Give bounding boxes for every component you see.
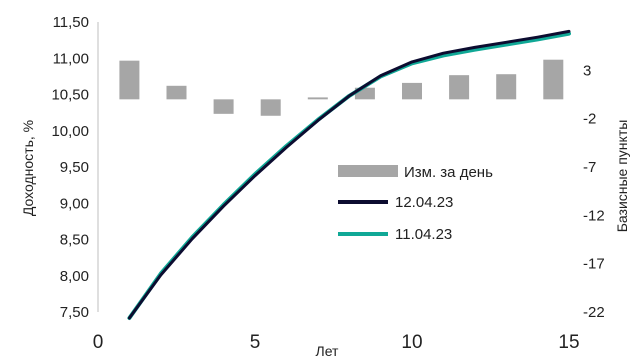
y2-tick-labels: 3 -2 -7 -12 -17 -22: [583, 62, 605, 321]
bar-9: [496, 74, 517, 100]
x-axis-label: Лет: [316, 343, 340, 358]
bar-6: [354, 87, 375, 100]
legend-label-line-2: 11.04.23: [395, 226, 452, 243]
line-series-1: [127, 29, 571, 320]
y-tick-label: 10,50: [51, 87, 89, 104]
legend-label-bar: Изм. за день: [404, 164, 493, 181]
y2-tick-label: -22: [583, 304, 605, 321]
bar-8: [449, 75, 470, 100]
y-tick-labels: 7,50 8,00 8,50 9,00 9,50 10,00 10,50 11,00 11,50: [51, 14, 89, 321]
bar-5: [307, 97, 328, 100]
bar-2: [166, 85, 187, 100]
y2-tick-label: -17: [583, 256, 605, 273]
y2-tick-label: 3: [583, 62, 591, 79]
y2-tick-label: -2: [583, 111, 596, 128]
bar-10: [543, 59, 564, 100]
bar-7: [402, 82, 422, 100]
legend-swatch-bar: [338, 165, 398, 177]
bar-3: [213, 99, 234, 114]
y-axis-label: Доходность, %: [20, 120, 36, 216]
y-tick-label: 8,00: [60, 268, 89, 285]
lines-group: [127, 29, 571, 320]
y2-tick-label: -12: [583, 207, 605, 224]
y2-tick-label: -7: [583, 159, 596, 176]
y-tick-label: 11,00: [53, 50, 89, 67]
y-tick-label: 11,50: [53, 14, 89, 31]
x-tick-label: 5: [250, 332, 261, 353]
bar-4: [260, 99, 281, 116]
x-tick-label: 0: [93, 332, 104, 353]
x-tick-label: 15: [558, 332, 579, 353]
x-tick-labels: 0 5 10 15: [93, 332, 580, 353]
bars-group: [119, 59, 564, 116]
y-tick-label: 10,00: [51, 123, 89, 140]
y-tick-label: 7,50: [60, 304, 89, 321]
x-tick-label: 10: [401, 332, 422, 353]
legend: Изм. за день 12.04.23 11.04.23: [338, 164, 493, 243]
y-tick-label: 9,00: [60, 195, 89, 212]
legend-label-line-1: 12.04.23: [395, 194, 453, 211]
y-tick-label: 9,50: [60, 159, 89, 176]
y-tick-label: 8,50: [60, 232, 89, 249]
y2-axis-label: Базисные пункты: [614, 120, 630, 233]
bar-1: [119, 60, 140, 100]
